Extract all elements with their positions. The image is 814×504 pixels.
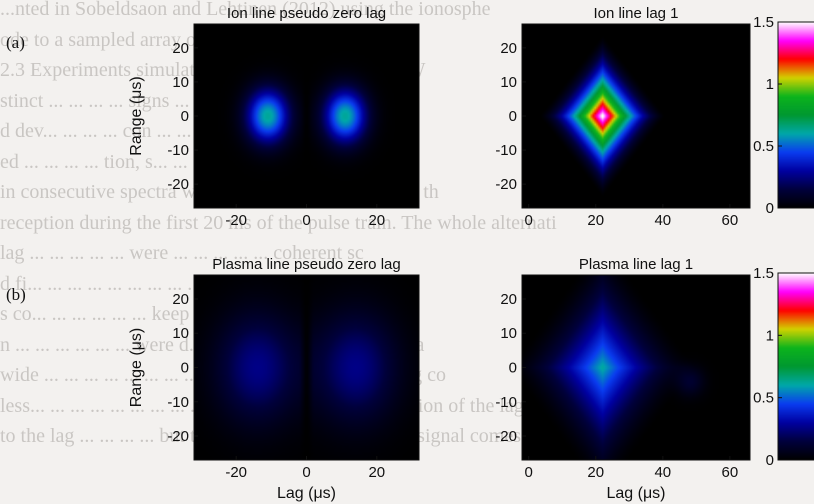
x-tick-label: 0	[525, 464, 533, 481]
y-tick-label: 0	[181, 360, 189, 377]
colorbar-frame	[777, 21, 814, 209]
colorbar-tick-label: 1.5	[753, 14, 774, 31]
y-tick-label: 10	[500, 325, 517, 342]
colorbar-tick-label: 0	[766, 200, 774, 217]
heatmap-panel-2: 0 20 40 60 20 10 0 -10 -20 Ion line lag 1	[495, 5, 751, 229]
heatmap-image	[522, 275, 750, 460]
y-tick-label: 20	[172, 291, 189, 308]
x-tick-label: 0	[525, 212, 533, 229]
y-tick-label: 10	[500, 74, 517, 91]
y-tick-label: 20	[500, 40, 517, 57]
y-tick-label: 10	[172, 74, 189, 91]
colorbar-tick-label: 0.5	[753, 138, 774, 155]
y-tick-label: -10	[167, 394, 189, 411]
colorbar-gradient	[778, 273, 814, 460]
x-tick-label: 0	[302, 212, 310, 229]
heatmap-panel-3: -20 0 20 20 10 0 -10 -20 Plasma line pseudo zero…	[128, 256, 420, 502]
panel-label-b: (b)	[6, 285, 26, 304]
y-tick-label: -20	[167, 428, 189, 445]
plot-title: Plasma line pseudo zero lag	[212, 256, 400, 273]
colorbar-tick-label: 1.5	[753, 265, 774, 282]
colorbar-tick-label: 0.5	[753, 390, 774, 407]
y-tick-label: 20	[172, 40, 189, 57]
colorbar-gradient	[778, 22, 814, 208]
y-axis-label: Range (μs)	[128, 76, 145, 155]
plot-title: Ion line lag 1	[593, 5, 678, 22]
heatmap-image	[194, 24, 419, 208]
x-axis-label: Lag (μs)	[277, 485, 336, 502]
colorbar-a: 1.5 1 0.5 0	[753, 14, 814, 217]
y-tick-label: 0	[181, 108, 189, 125]
y-tick-label: 20	[500, 291, 517, 308]
heatmap-image	[194, 275, 419, 460]
y-axis-label: Range (μs)	[128, 328, 145, 407]
heatmap-panel-1: -20 0 20 20 10 0 -10 -20 Ion line pseudo zero la…	[128, 5, 420, 229]
y-tick-label: -10	[495, 142, 517, 159]
colorbar-frame	[777, 272, 814, 461]
plot-title: Plasma line lag 1	[579, 256, 693, 273]
heatmap-panel-4: 0 20 40 60 20 10 0 -10 -20 Plasma line lag 1 Lag (…	[495, 256, 751, 502]
x-tick-label: -20	[225, 464, 247, 481]
x-tick-label: 20	[587, 464, 604, 481]
y-tick-label: -20	[495, 428, 517, 445]
x-tick-label: 40	[654, 212, 671, 229]
x-tick-label: 60	[722, 464, 739, 481]
x-tick-label: 20	[368, 212, 385, 229]
y-tick-label: -10	[495, 394, 517, 411]
x-tick-label: 60	[722, 212, 739, 229]
panel-label-a: (a)	[6, 33, 25, 52]
heatmap-image	[522, 24, 750, 208]
y-tick-label: 0	[509, 108, 517, 125]
colorbar-tick-label: 1	[766, 76, 774, 93]
x-tick-label: 0	[302, 464, 310, 481]
x-tick-label: -20	[225, 212, 247, 229]
y-tick-label: -10	[167, 142, 189, 159]
x-axis-label: Lag (μs)	[606, 485, 665, 502]
y-tick-label: -20	[167, 176, 189, 193]
plot-title: Ion line pseudo zero lag	[227, 5, 386, 22]
x-tick-label: 20	[368, 464, 385, 481]
y-tick-label: 0	[509, 360, 517, 377]
x-tick-label: 40	[654, 464, 671, 481]
colorbar-b: 1.5 1 0.5 0	[753, 265, 814, 469]
y-tick-label: 10	[172, 325, 189, 342]
colorbar-tick-label: 1	[766, 327, 774, 344]
colorbar-tick-label: 0	[766, 452, 774, 469]
y-tick-label: -20	[495, 176, 517, 193]
x-tick-label: 20	[587, 212, 604, 229]
